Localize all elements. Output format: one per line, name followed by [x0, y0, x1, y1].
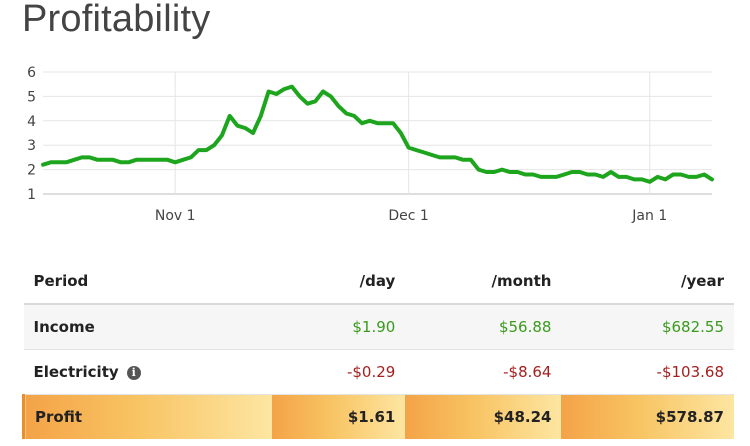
profit-row: Profit $1.61 $48.24 $578.87 — [21, 394, 734, 439]
x-tick-label: Dec 1 — [388, 208, 428, 224]
y-tick-label: 2 — [27, 163, 36, 179]
table-header-row: Period /day /month /year — [23, 259, 734, 305]
income-day: $1.90 — [271, 304, 406, 350]
income-label: Income — [23, 304, 272, 350]
income-row: Income $1.90 $56.88 $682.55 — [23, 304, 734, 350]
series-line — [41, 84, 714, 184]
electricity-label-cell: Electricity i — [23, 349, 272, 395]
header-day: /day — [271, 259, 406, 305]
electricity-year: -$103.68 — [561, 349, 734, 395]
profit-day: $1.61 — [271, 394, 406, 439]
y-tick-label: 4 — [27, 114, 36, 130]
info-icon[interactable]: i — [126, 366, 141, 380]
y-tick-label: 5 — [27, 89, 36, 105]
page-title: Profitability — [22, 0, 211, 40]
income-month: $56.88 — [405, 304, 562, 350]
y-tick-label: 6 — [27, 65, 36, 81]
header-month: /month — [405, 259, 562, 305]
profitability-chart: 1 2 3 4 5 6 Nov 1 Dec 1 Jan 1 — [27, 65, 714, 224]
x-tick-label: Jan 1 — [631, 208, 667, 224]
profitability-table: Period /day /month /year Income $1.90 $5… — [21, 259, 734, 439]
header-period: Period — [23, 259, 272, 305]
y-tick-label: 1 — [27, 187, 36, 203]
electricity-month: -$8.64 — [405, 349, 562, 395]
profit-year: $578.87 — [561, 394, 734, 439]
electricity-row: Electricity i -$0.29 -$8.64 -$103.68 — [23, 349, 734, 395]
electricity-day: -$0.29 — [271, 349, 406, 395]
income-year: $682.55 — [561, 304, 734, 350]
electricity-label: Electricity — [33, 363, 119, 381]
y-tick-label: 3 — [27, 138, 36, 154]
profit-label: Profit — [21, 394, 272, 439]
header-year: /year — [561, 259, 734, 305]
x-tick-label: Nov 1 — [155, 208, 196, 224]
profit-month: $48.24 — [405, 394, 562, 439]
